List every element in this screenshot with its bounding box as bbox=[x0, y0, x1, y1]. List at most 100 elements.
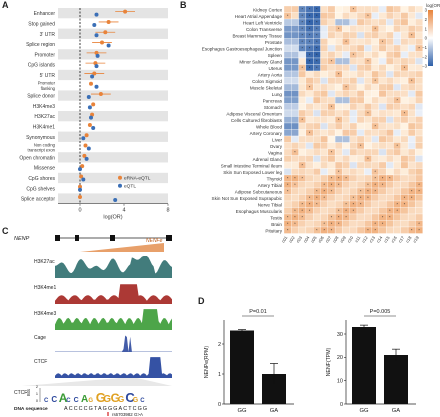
data-point bbox=[113, 198, 118, 203]
category-label: 3' UTR bbox=[40, 32, 56, 38]
heatmap-cell bbox=[320, 129, 328, 137]
heatmap-cell bbox=[349, 155, 358, 163]
heatmap-cell bbox=[320, 207, 328, 215]
heatmap-cell bbox=[386, 148, 394, 156]
heatmap-cell bbox=[386, 57, 394, 65]
heatmap-cell bbox=[415, 77, 423, 85]
heatmap-cell bbox=[291, 142, 299, 150]
data-point bbox=[83, 143, 88, 148]
heatmap-cell bbox=[400, 77, 409, 85]
significance-mark: * bbox=[389, 216, 391, 220]
heatmap-cell bbox=[356, 57, 365, 65]
significance-mark: * bbox=[287, 183, 289, 187]
heatmap-cell bbox=[298, 83, 307, 91]
heatmap-row-label: Esophagus Gastroesophageal Junction bbox=[202, 46, 283, 51]
heatmap-cell bbox=[386, 194, 394, 202]
heatmap-cell bbox=[327, 51, 336, 59]
significance-mark: * bbox=[411, 79, 413, 83]
heatmap-row-label: Cells Cultured fibroblasts bbox=[231, 118, 283, 123]
y-axis-label: NENF(TPM) bbox=[326, 347, 332, 376]
heatmap-cell bbox=[407, 64, 416, 72]
heatmap-cell bbox=[305, 174, 314, 182]
heatmap-cell bbox=[378, 57, 387, 65]
motif-letter: C bbox=[74, 397, 79, 404]
significance-mark: * bbox=[294, 183, 296, 187]
heatmap-cell bbox=[320, 51, 328, 59]
heatmap-cell bbox=[305, 103, 314, 111]
heatmap-cell bbox=[291, 51, 299, 59]
heatmap-cell bbox=[407, 181, 416, 189]
heatmap-cell bbox=[334, 103, 343, 111]
heatmap-cell bbox=[313, 70, 321, 78]
heatmap-cell bbox=[386, 142, 394, 150]
significance-mark: * bbox=[302, 40, 304, 44]
heatmap-cell bbox=[298, 168, 307, 176]
significance-mark: * bbox=[331, 190, 333, 194]
heatmap-cell bbox=[334, 31, 343, 39]
heatmap-cell bbox=[320, 90, 328, 98]
significance-mark: * bbox=[418, 47, 420, 51]
scale-tick-label: 2 bbox=[425, 17, 428, 22]
heatmap-row-label: Breast Mammary Tissue bbox=[232, 33, 282, 38]
data-point bbox=[94, 12, 99, 17]
exon bbox=[55, 235, 60, 241]
heatmap-cell bbox=[298, 122, 307, 130]
heatmap-cell bbox=[298, 96, 307, 104]
heatmap-cell bbox=[364, 135, 372, 143]
category-label: Promoter bbox=[38, 81, 56, 86]
heatmap-cell bbox=[386, 161, 394, 169]
heatmap-cell bbox=[283, 18, 292, 26]
significance-mark: * bbox=[418, 229, 420, 233]
significance-mark: * bbox=[353, 209, 355, 213]
heatmap-row-label: Brain bbox=[271, 222, 282, 227]
heatmap-cell bbox=[283, 200, 292, 208]
heatmap-cell bbox=[313, 135, 321, 143]
heatmap-cell bbox=[371, 129, 380, 137]
data-point bbox=[95, 53, 100, 58]
heatmap-cell bbox=[356, 174, 365, 182]
heatmap-cell bbox=[393, 181, 401, 189]
heatmap-cell bbox=[342, 187, 350, 195]
heatmap-col-label: c18 bbox=[405, 235, 413, 244]
heatmap-cell bbox=[400, 31, 409, 39]
heatmap-cell bbox=[305, 187, 314, 195]
heatmap-cell bbox=[400, 83, 409, 91]
data-point bbox=[78, 184, 82, 189]
heatmap-cell bbox=[313, 181, 321, 189]
heatmap-cell bbox=[400, 220, 409, 228]
significance-mark: * bbox=[338, 73, 340, 77]
significance-mark: * bbox=[316, 203, 318, 207]
heatmap-cell bbox=[320, 116, 328, 124]
significance-mark: * bbox=[375, 222, 377, 226]
heatmap-cell bbox=[342, 70, 350, 78]
heatmap-cell bbox=[342, 129, 350, 137]
heatmap-cell bbox=[298, 187, 307, 195]
heatmap-cell bbox=[356, 226, 365, 234]
heatmap-cell bbox=[371, 70, 380, 78]
significance-mark: * bbox=[316, 47, 318, 51]
significance-mark: * bbox=[287, 177, 289, 181]
heatmap-cell bbox=[327, 155, 336, 163]
heatmap-cell bbox=[305, 220, 314, 228]
heatmap-cell bbox=[364, 174, 372, 182]
heatmap-cell bbox=[342, 168, 350, 176]
heatmap-cell bbox=[327, 77, 336, 85]
exon bbox=[110, 235, 115, 241]
heatmap-row-label: Pancreas bbox=[263, 98, 283, 103]
significance-mark: * bbox=[367, 157, 369, 161]
heatmap-row-label: Ovary bbox=[270, 144, 283, 149]
heatmap-row-label: Liver bbox=[272, 137, 282, 142]
panel-c: C NENP NENFe H3K27ac H3K4me1 H3K4me3 Cage CTCF… bbox=[0, 226, 178, 417]
significance-mark: * bbox=[382, 40, 384, 44]
y-tick-label: 2 bbox=[218, 342, 221, 348]
significance-mark: * bbox=[302, 21, 304, 25]
heatmap-cell bbox=[283, 161, 292, 169]
heatmap-cell bbox=[298, 220, 307, 228]
heatmap-cell bbox=[298, 129, 307, 137]
heatmap-cell bbox=[400, 70, 409, 78]
y-tick-label: 20 bbox=[337, 355, 343, 361]
heatmap-cell bbox=[364, 161, 372, 169]
heatmap-cell bbox=[283, 77, 292, 85]
track-signal bbox=[55, 284, 172, 304]
heatmap-col-label: c01 bbox=[280, 235, 288, 244]
